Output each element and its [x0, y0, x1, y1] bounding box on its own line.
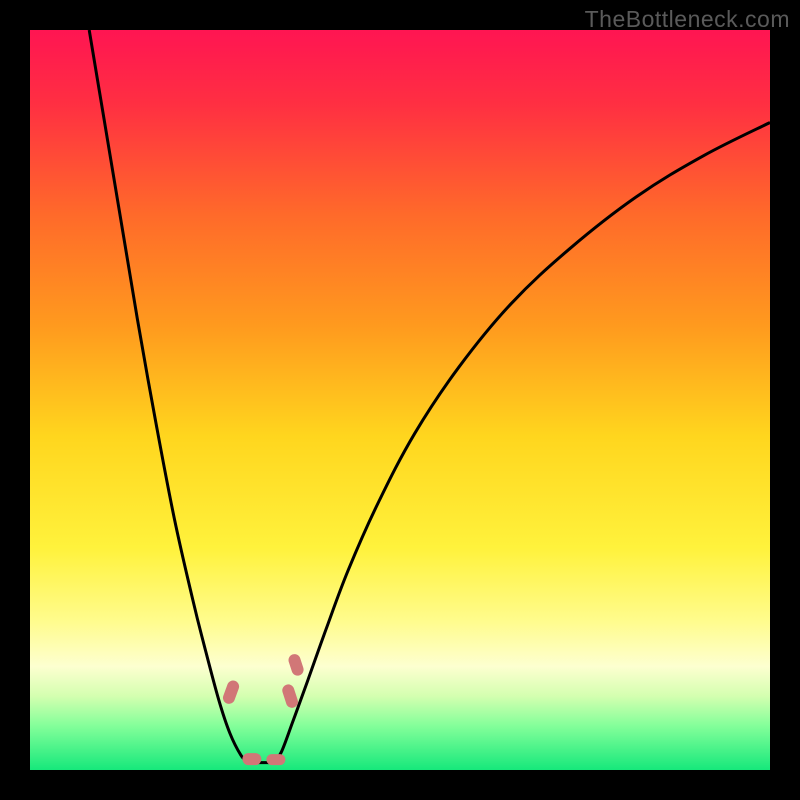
plot-area — [30, 30, 770, 770]
curve-layer — [30, 30, 770, 770]
right-curve — [274, 123, 770, 763]
data-marker — [266, 754, 285, 766]
watermark-text: TheBottleneck.com — [585, 6, 790, 33]
left-curve — [89, 30, 248, 763]
data-marker — [242, 753, 261, 765]
